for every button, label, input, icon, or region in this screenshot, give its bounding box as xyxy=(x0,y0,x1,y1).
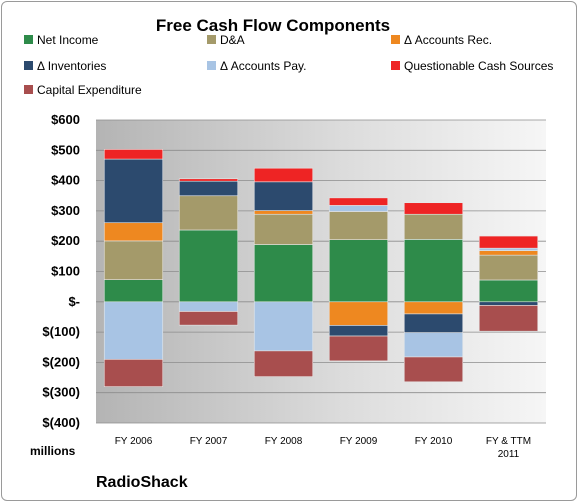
y-tick-label: $- xyxy=(68,294,80,309)
legend-label: Questionable Cash Sources xyxy=(404,59,553,73)
bar-capital-expenditure-fy-2009 xyxy=(328,335,389,362)
bar-net-income-fy-2007 xyxy=(178,229,239,303)
legend: Net Income D&A Δ Accounts Rec. Δ Inventorie… xyxy=(24,33,553,97)
legend-label: Δ Accounts Pay. xyxy=(220,59,307,73)
bar-accounts-rec-fy-2009 xyxy=(328,301,389,326)
bar-net-income-fy-2008 xyxy=(253,244,314,303)
bar-accounts-pay-fy-2009 xyxy=(328,205,389,212)
bar-accounts-rec-fy-2010 xyxy=(403,301,464,315)
legend-swatch xyxy=(391,61,400,70)
bar-questionable-cash-sources-fy-2010 xyxy=(403,202,464,215)
y-tick-label: $(200) xyxy=(42,354,80,369)
x-tick-label: 2011 xyxy=(498,449,520,460)
y-tick-label: $400 xyxy=(51,173,80,188)
legend-item-capital-expenditure: Capital Expenditure xyxy=(24,83,142,97)
x-axis-ticks: FY 2006 FY 2007 FY 2008 FY 2009 FY 2010 FY & … xyxy=(115,436,531,460)
y-axis-ticks: $(400) $(300) $(200) $(100) $- $100 $200 $300 $4… xyxy=(42,112,80,430)
y-tick-label: $(400) xyxy=(42,415,80,430)
bar-capital-expenditure-fy-2006 xyxy=(103,359,164,387)
bar-capital-expenditure-fy-2008 xyxy=(253,350,314,377)
y-tick-label: $200 xyxy=(51,233,80,248)
legend-item-accounts-pay: Δ Accounts Pay. xyxy=(207,59,307,73)
x-tick-label: FY 2009 xyxy=(340,436,378,447)
bar-accounts-rec-fy-2008 xyxy=(253,210,314,215)
bar-capital-expenditure-fy-2010 xyxy=(403,356,464,383)
bar-questionable-cash-sources-fy-ttm-2011 xyxy=(478,235,539,249)
bar-d-a-fy-2010 xyxy=(403,213,464,240)
y-tick-label: $500 xyxy=(51,142,80,157)
legend-swatch xyxy=(24,35,33,44)
legend-label: D&A xyxy=(220,33,245,47)
chart-title: Free Cash Flow Components xyxy=(156,16,390,35)
legend-swatch xyxy=(24,61,33,70)
bars xyxy=(103,149,539,387)
bar-d-a-fy-2007 xyxy=(178,195,239,231)
bar-questionable-cash-sources-fy-2009 xyxy=(328,197,389,206)
x-tick-label: FY 2010 xyxy=(415,436,453,447)
bar-inventories-fy-2006 xyxy=(103,158,164,224)
bar-inventories-fy-2008 xyxy=(253,181,314,211)
bar-capital-expenditure-fy-2007 xyxy=(178,311,239,326)
y-tick-label: $100 xyxy=(51,264,80,279)
legend-item-accounts-rec: Δ Accounts Rec. xyxy=(391,33,492,47)
x-tick-label: FY & TTM xyxy=(486,436,531,447)
y-tick-label: $300 xyxy=(51,203,80,218)
bar-inventories-fy-2009 xyxy=(328,325,389,337)
bar-net-income-fy-2010 xyxy=(403,239,464,303)
bar-inventories-fy-2010 xyxy=(403,313,464,334)
bar-questionable-cash-sources-fy-2006 xyxy=(103,149,164,160)
bar-capital-expenditure-fy-ttm-2011 xyxy=(478,305,539,332)
x-tick-label: FY 2006 xyxy=(115,436,153,447)
bar-net-income-fy-2009 xyxy=(328,239,389,303)
bar-accounts-pay-fy-2010 xyxy=(403,332,464,358)
gridlines xyxy=(96,119,546,424)
x-tick-label: FY 2007 xyxy=(190,436,228,447)
y-tick-label: $(100) xyxy=(42,324,80,339)
legend-label: Net Income xyxy=(37,33,99,47)
y-tick-label: $(300) xyxy=(42,385,80,400)
bar-accounts-pay-fy-ttm-2011 xyxy=(478,247,539,251)
bar-accounts-pay-fy-2006 xyxy=(103,301,164,360)
bar-net-income-fy-ttm-2011 xyxy=(478,279,539,303)
bar-accounts-rec-fy-ttm-2011 xyxy=(478,250,539,256)
legend-label: Δ Accounts Rec. xyxy=(404,33,492,47)
y-tick-label: $600 xyxy=(51,112,80,127)
legend-item-questionable-cash-sources: Questionable Cash Sources xyxy=(391,59,553,73)
bar-questionable-cash-sources-fy-2007 xyxy=(178,178,239,182)
bar-inventories-fy-2007 xyxy=(178,180,239,197)
bar-accounts-pay-fy-2007 xyxy=(178,301,239,312)
bar-d-a-fy-2009 xyxy=(328,211,389,240)
legend-item-inventories: Δ Inventories xyxy=(24,59,106,73)
bar-accounts-rec-fy-2006 xyxy=(103,222,164,242)
legend-label: Capital Expenditure xyxy=(37,83,142,97)
bar-inventories-fy-ttm-2011 xyxy=(478,301,539,306)
bar-questionable-cash-sources-fy-2008 xyxy=(253,167,314,183)
legend-swatch xyxy=(24,85,33,94)
bar-net-income-fy-2006 xyxy=(103,279,164,303)
legend-item-net-income: Net Income xyxy=(24,33,99,47)
bar-d-a-fy-2008 xyxy=(253,213,314,245)
bar-d-a-fy-2006 xyxy=(103,240,164,280)
units-label: millions xyxy=(30,444,76,458)
legend-swatch xyxy=(391,35,400,44)
legend-swatch xyxy=(207,35,216,44)
legend-swatch xyxy=(207,61,216,70)
legend-item-d-a: D&A xyxy=(207,33,245,47)
bar-accounts-pay-fy-2008 xyxy=(253,301,314,352)
x-tick-label: FY 2008 xyxy=(265,436,303,447)
legend-label: Δ Inventories xyxy=(37,59,106,73)
bar-d-a-fy-ttm-2011 xyxy=(478,254,539,281)
brand-label: RadioShack xyxy=(96,474,188,491)
